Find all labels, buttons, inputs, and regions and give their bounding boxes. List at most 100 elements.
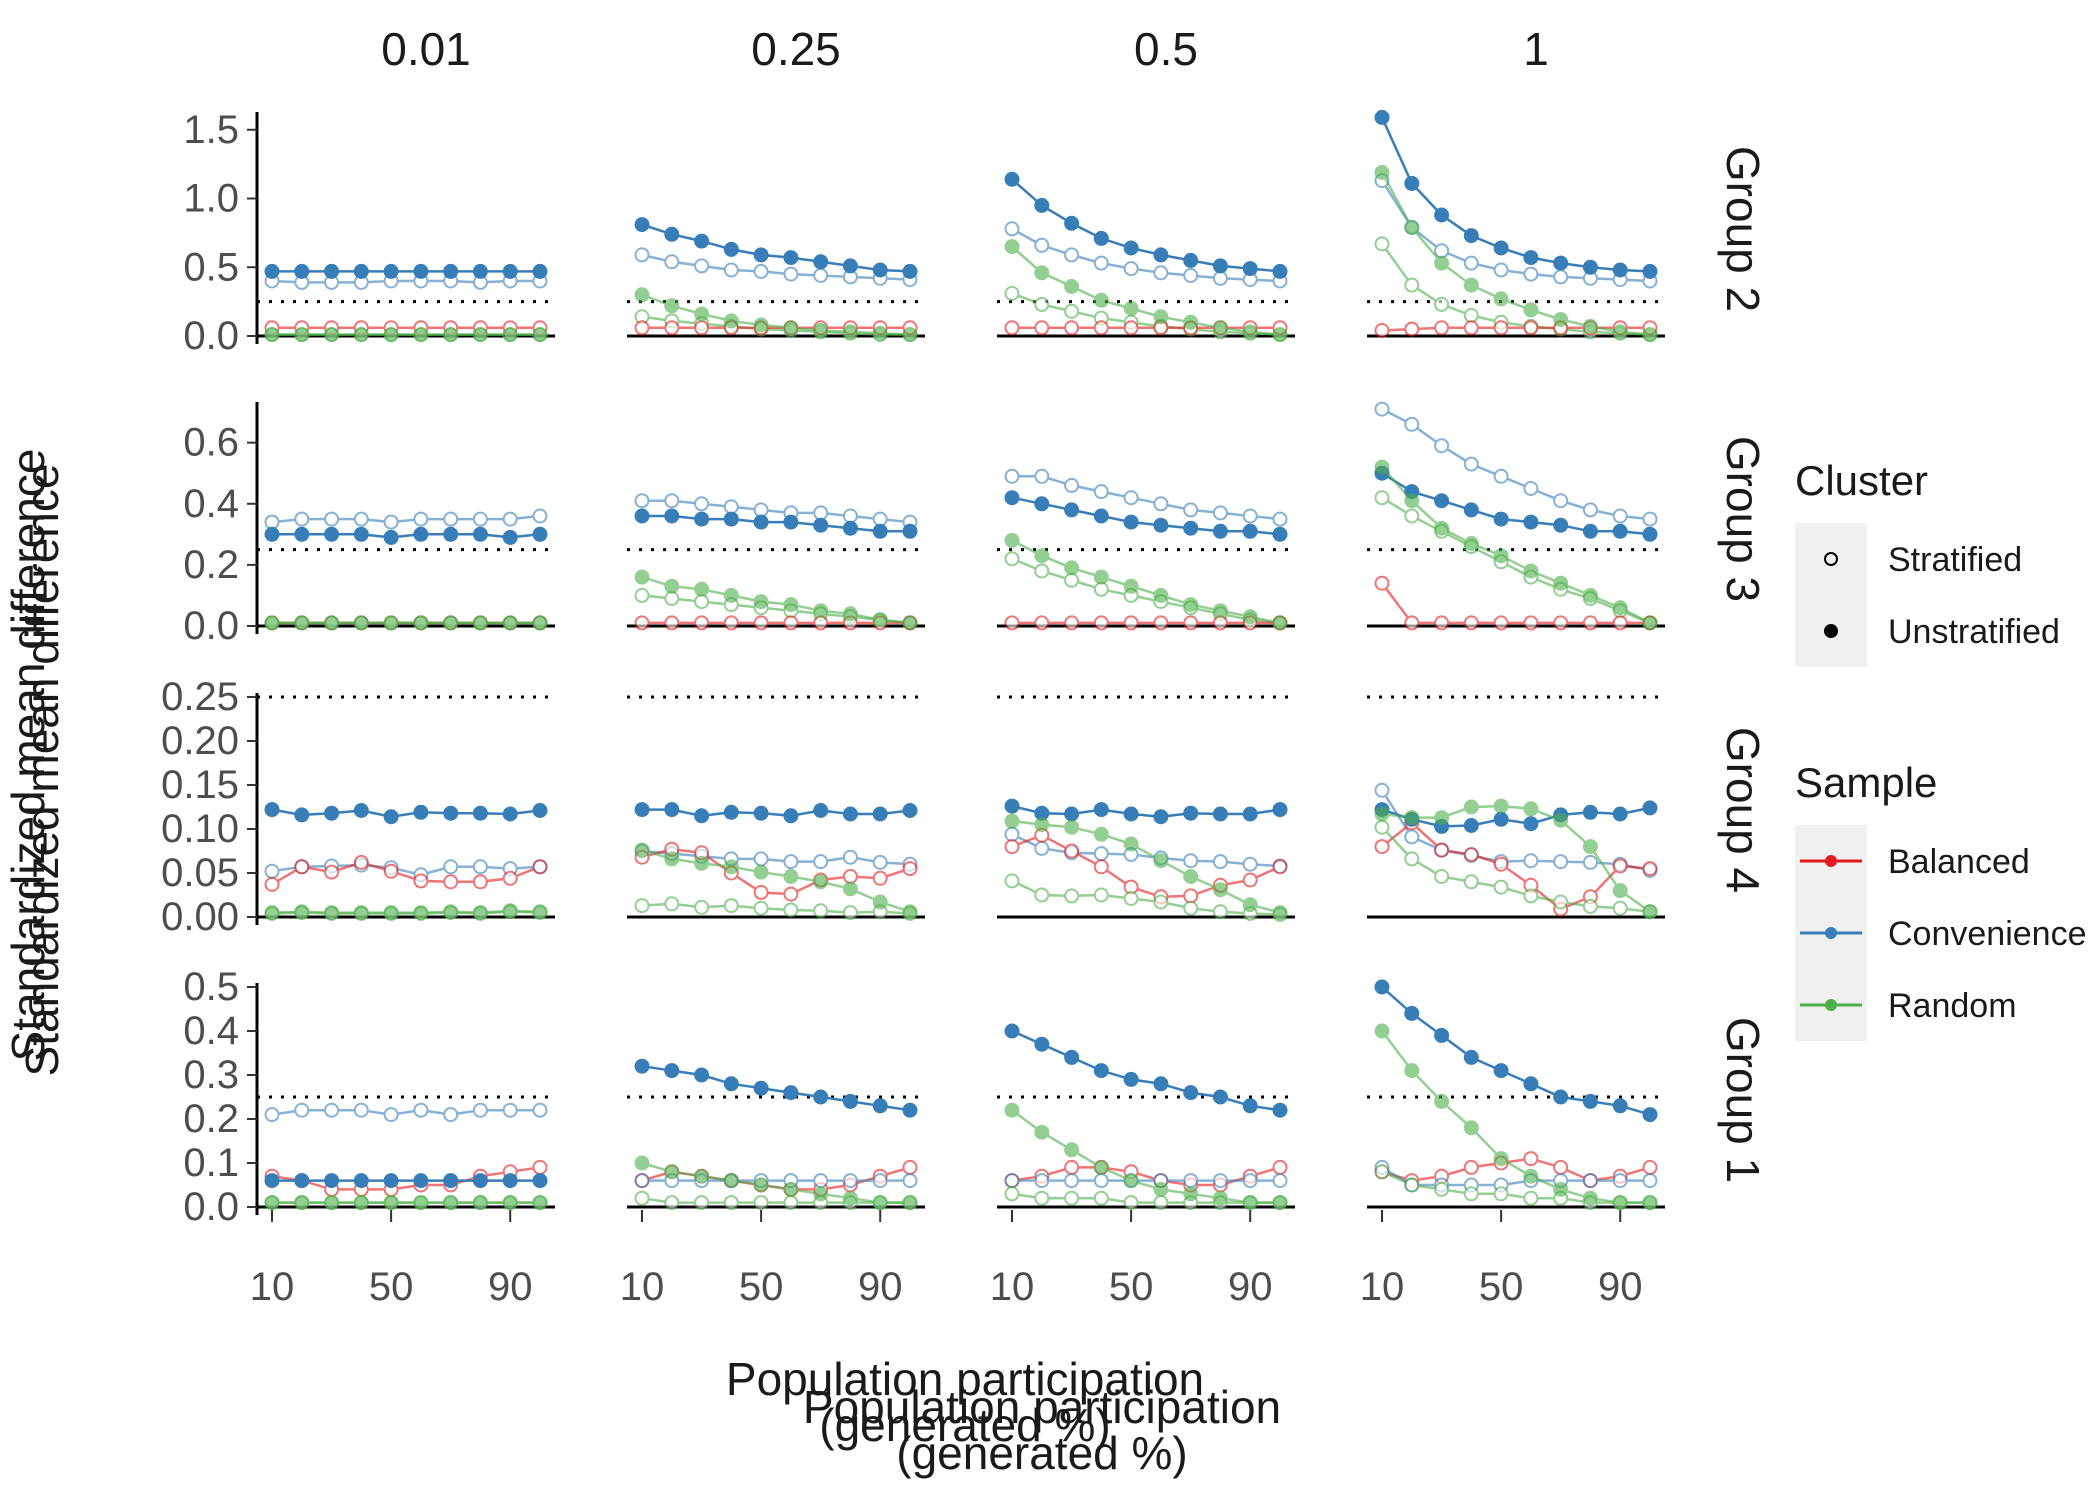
data-point xyxy=(443,615,459,631)
data-point xyxy=(1064,1159,1080,1175)
data-point xyxy=(1463,1049,1479,1065)
data-point xyxy=(502,263,518,279)
data-point xyxy=(1374,459,1390,475)
data-point xyxy=(1463,228,1479,244)
series-line xyxy=(641,253,911,281)
x-tick-label: 50 xyxy=(739,1265,784,1309)
data-point xyxy=(1374,1023,1390,1039)
data-point xyxy=(1612,1173,1628,1189)
data-point xyxy=(1642,511,1658,527)
y-tick-label: 0.4 xyxy=(183,1009,239,1053)
data-point xyxy=(264,1195,280,1211)
data-point xyxy=(694,1195,710,1211)
data-point xyxy=(532,327,548,343)
series-random-unstratified xyxy=(634,569,918,631)
x-tick-label: 50 xyxy=(369,1265,414,1309)
x-axis-label: Population participation (generated %) xyxy=(726,1353,1204,1451)
data-point xyxy=(842,606,858,622)
data-point xyxy=(1242,508,1258,524)
x-tick-label: 90 xyxy=(858,1265,903,1309)
series-line xyxy=(1381,496,1651,625)
x-tick-label: 90 xyxy=(488,1265,533,1309)
data-point xyxy=(324,526,340,542)
data-point xyxy=(1553,854,1569,870)
y-tick-label: 0.2 xyxy=(183,543,239,587)
y-tick-label: 0.4 xyxy=(183,482,239,526)
series-random-unstratified xyxy=(264,615,548,631)
series-balanced-stratified xyxy=(1374,815,1658,917)
data-point xyxy=(664,1063,680,1079)
data-point xyxy=(1523,250,1539,266)
panel-r0-c2 xyxy=(997,171,1295,343)
series-line xyxy=(1381,804,1651,913)
data-point xyxy=(1183,1186,1199,1202)
data-point xyxy=(783,1195,799,1211)
data-point xyxy=(264,263,280,279)
data-point xyxy=(634,615,650,631)
x-axis-title: Population participation (generated %) Po… xyxy=(726,1353,1281,1479)
data-point xyxy=(1374,490,1390,506)
data-point xyxy=(1093,569,1109,585)
data-point xyxy=(783,854,799,870)
y-axis-label-ghost: Standardized mean difference xyxy=(16,464,68,1077)
data-point xyxy=(1064,1049,1080,1065)
data-point xyxy=(1582,804,1598,820)
data-point xyxy=(1183,252,1199,268)
series-line xyxy=(271,808,541,818)
data-point xyxy=(723,241,739,257)
data-point xyxy=(634,287,650,303)
series-line xyxy=(641,575,911,625)
data-point xyxy=(842,905,858,921)
data-point xyxy=(1093,292,1109,308)
data-point xyxy=(842,881,858,897)
data-point xyxy=(1004,813,1020,829)
data-point xyxy=(1064,806,1080,822)
legend-cluster: Cluster Stratified Unstratified xyxy=(1795,457,2060,667)
data-point xyxy=(1553,812,1569,828)
series-random-unstratified xyxy=(264,1195,548,1211)
data-point xyxy=(694,581,710,597)
data-point xyxy=(1153,894,1169,910)
data-point xyxy=(1523,1151,1539,1167)
facet-column-titles: 0.01 0.25 0.5 1 xyxy=(381,23,1549,75)
data-point xyxy=(1553,517,1569,533)
data-point xyxy=(694,808,710,824)
data-point xyxy=(783,1085,799,1101)
data-point xyxy=(1374,819,1390,835)
data-point xyxy=(634,587,650,603)
data-point xyxy=(294,327,310,343)
data-point xyxy=(264,615,280,631)
data-point xyxy=(1404,1005,1420,1021)
stratified-key-icon xyxy=(1824,552,1838,566)
data-point xyxy=(1642,615,1658,631)
y-tick-label: 0.00 xyxy=(161,895,239,939)
data-point xyxy=(694,594,710,610)
data-point xyxy=(753,1080,769,1096)
data-point xyxy=(694,615,710,631)
data-point xyxy=(1183,1173,1199,1189)
data-point xyxy=(1553,615,1569,631)
data-point xyxy=(842,849,858,865)
facet-column-title-3: 1 xyxy=(1523,23,1549,75)
data-point xyxy=(443,327,459,343)
series-line xyxy=(641,902,911,915)
data-point xyxy=(1404,829,1420,845)
data-point xyxy=(1123,1195,1139,1211)
axis-title-line: Population participation xyxy=(803,1381,1281,1433)
data-point xyxy=(753,317,769,333)
data-point xyxy=(753,900,769,916)
data-point xyxy=(723,898,739,914)
data-point xyxy=(443,904,459,920)
data-point xyxy=(1034,1173,1050,1189)
x-axis-col-2: 10 50 90 xyxy=(990,1210,1272,1309)
data-point xyxy=(1612,324,1628,340)
data-point xyxy=(694,1168,710,1184)
data-point xyxy=(443,511,459,527)
data-point xyxy=(1434,1027,1450,1043)
data-point xyxy=(1493,1063,1509,1079)
panel-r2-c1 xyxy=(627,695,925,921)
data-point xyxy=(1153,1195,1169,1211)
data-point xyxy=(664,254,680,270)
data-point xyxy=(1272,905,1288,921)
data-point xyxy=(1582,1190,1598,1206)
